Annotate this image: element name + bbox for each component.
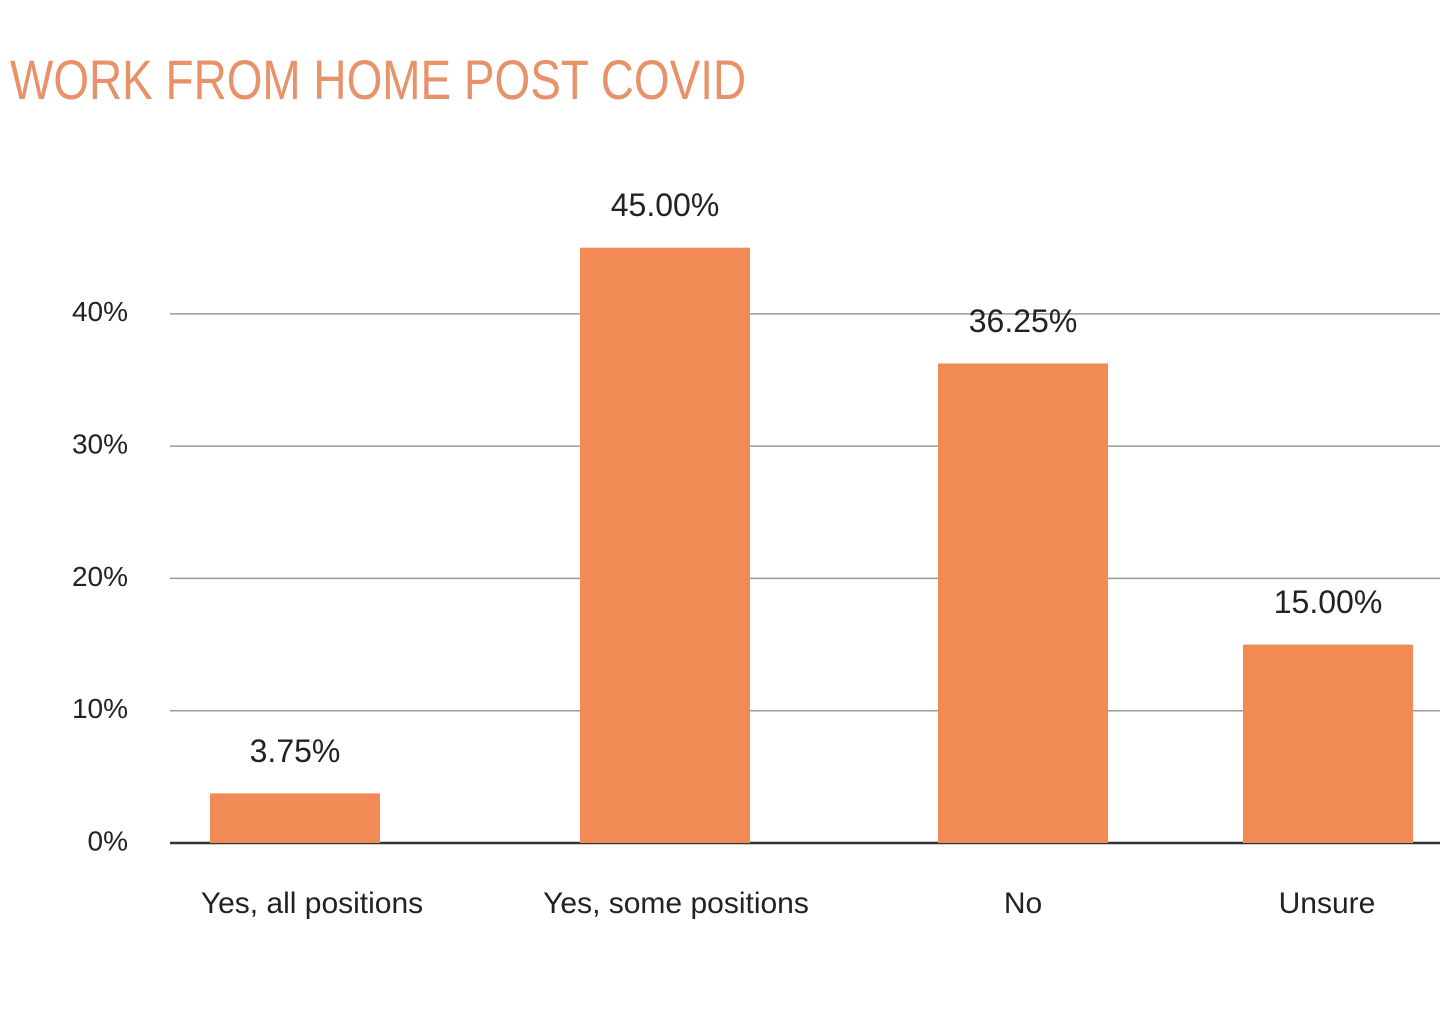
value-label: 36.25% (969, 303, 1078, 339)
bar (580, 247, 750, 843)
x-tick-label: Yes, all positions (201, 887, 423, 920)
value-label: 3.75% (250, 733, 341, 769)
y-tick-label: 30% (72, 429, 128, 460)
bar (1243, 644, 1413, 843)
x-tick-label: No (1004, 887, 1042, 920)
bar (210, 793, 380, 843)
chart-title: WORK FROM HOME POST COVID (10, 48, 746, 110)
bar (938, 363, 1108, 843)
y-tick-label: 10% (72, 693, 128, 724)
value-label: 15.00% (1274, 584, 1383, 620)
x-tick-label: Unsure (1279, 887, 1376, 920)
y-tick-label: 0% (88, 825, 128, 856)
y-tick-label: 20% (72, 561, 128, 592)
y-tick-label: 40% (72, 296, 128, 327)
x-tick-label: Yes, some positions (543, 887, 809, 920)
value-label: 45.00% (611, 187, 720, 223)
